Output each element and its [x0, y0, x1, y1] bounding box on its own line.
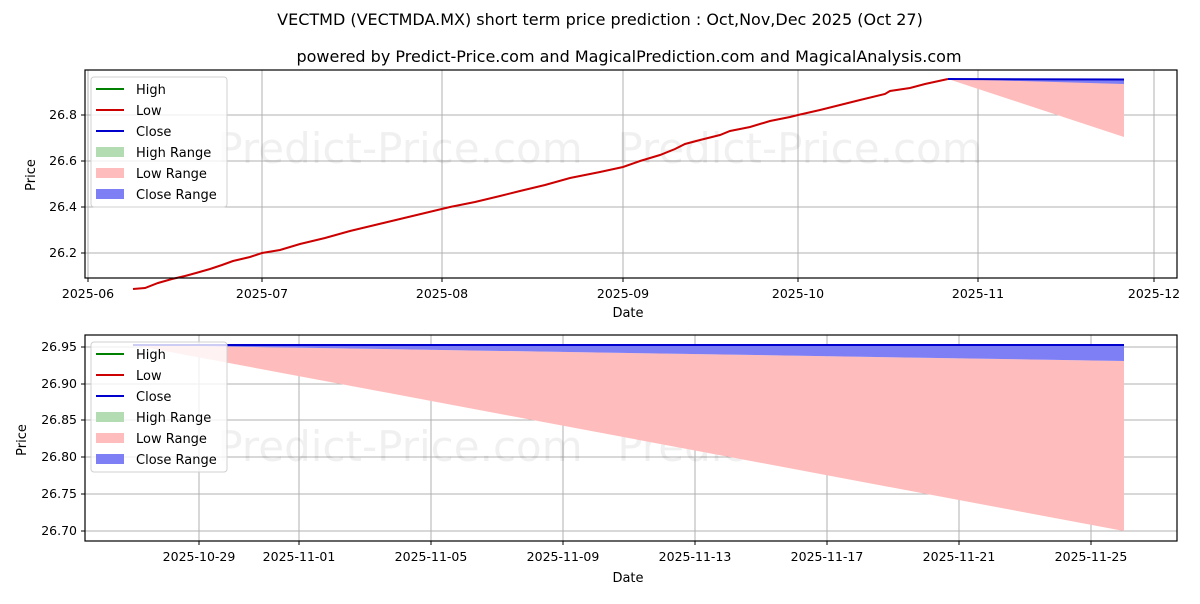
top-x-ticks: 2025-06 2025-07 2025-08 2025-09 2025-10 …	[62, 278, 1180, 301]
top-y-axis-label: Price	[24, 159, 39, 191]
svg-text:Low: Low	[136, 104, 162, 119]
svg-text:Close Range: Close Range	[136, 453, 217, 468]
svg-text:2025-10-29: 2025-10-29	[163, 549, 236, 564]
svg-text:High Range: High Range	[136, 411, 211, 426]
svg-text:26.6: 26.6	[49, 153, 77, 168]
svg-text:Close Range: Close Range	[136, 188, 217, 203]
svg-text:26.2: 26.2	[49, 245, 77, 260]
watermark: Predict-Price.com	[217, 124, 582, 173]
bottom-x-ticks: 2025-10-29 2025-11-01 2025-11-05 2025-11…	[163, 541, 1128, 564]
svg-text:2025-11-25: 2025-11-25	[1055, 549, 1128, 564]
svg-text:26.70: 26.70	[41, 523, 77, 538]
svg-text:26.90: 26.90	[41, 376, 77, 391]
svg-text:2025-07: 2025-07	[236, 286, 288, 301]
svg-text:2025-10: 2025-10	[772, 286, 824, 301]
bottom-x-axis-label: Date	[612, 571, 643, 586]
svg-text:26.85: 26.85	[41, 412, 77, 427]
svg-text:2025-11-09: 2025-11-09	[527, 549, 600, 564]
bottom-legend: High Low Close High Range Low Range Clos…	[90, 341, 228, 473]
close-range-area	[133, 345, 1124, 361]
svg-text:High: High	[136, 348, 166, 363]
svg-text:2025-12: 2025-12	[1128, 286, 1180, 301]
bottom-y-ticks: 26.95 26.90 26.85 26.80 26.75 26.70	[41, 339, 85, 538]
top-axes-frame	[84, 69, 1178, 279]
svg-text:Close: Close	[136, 125, 171, 140]
svg-text:Low: Low	[136, 369, 162, 384]
svg-text:2025-11-21: 2025-11-21	[923, 549, 996, 564]
svg-text:2025-11-05: 2025-11-05	[395, 549, 468, 564]
svg-text:Low Range: Low Range	[136, 432, 207, 447]
svg-text:26.75: 26.75	[41, 486, 77, 501]
svg-text:Close: Close	[136, 390, 171, 405]
svg-text:26.4: 26.4	[49, 199, 77, 214]
chart-title: VECTMD (VECTMDA.MX) short term price pre…	[277, 10, 923, 29]
bottom-chart: Predict-Price.com Predict-Price.com 26.9…	[15, 334, 1178, 586]
svg-text:High: High	[136, 83, 166, 98]
svg-text:26.95: 26.95	[41, 339, 77, 354]
svg-text:2025-11-13: 2025-11-13	[659, 549, 732, 564]
svg-text:2025-11: 2025-11	[952, 286, 1004, 301]
close-line	[947, 78, 1125, 81]
low-range-area	[948, 79, 1124, 137]
svg-text:2025-08: 2025-08	[416, 286, 468, 301]
svg-text:2025-09: 2025-09	[597, 286, 649, 301]
svg-text:2025-11-17: 2025-11-17	[791, 549, 864, 564]
watermark: Predict-Price.com	[217, 422, 582, 471]
top-y-ticks: 26.8 26.6 26.4 26.2	[49, 107, 85, 260]
top-chart: Predict-Price.com Predict-Price.com 26.8…	[24, 69, 1180, 321]
svg-text:High Range: High Range	[136, 146, 211, 161]
low-line	[132, 78, 949, 290]
top-x-axis-label: Date	[612, 306, 643, 321]
top-grid	[85, 70, 1177, 278]
svg-text:2025-06: 2025-06	[62, 286, 114, 301]
low-range-area	[133, 345, 1124, 531]
svg-text:26.8: 26.8	[49, 107, 77, 122]
svg-text:2025-11-01: 2025-11-01	[263, 549, 336, 564]
svg-text:26.80: 26.80	[41, 449, 77, 464]
top-legend: High Low Close High Range Low Range Clos…	[90, 76, 228, 208]
watermark: Predict-Price.com	[617, 124, 982, 173]
svg-text:Low Range: Low Range	[136, 167, 207, 182]
bottom-axes-frame	[84, 334, 1178, 542]
bottom-y-axis-label: Price	[15, 424, 30, 456]
chart-subtitle: powered by Predict-Price.com and Magical…	[296, 47, 961, 66]
